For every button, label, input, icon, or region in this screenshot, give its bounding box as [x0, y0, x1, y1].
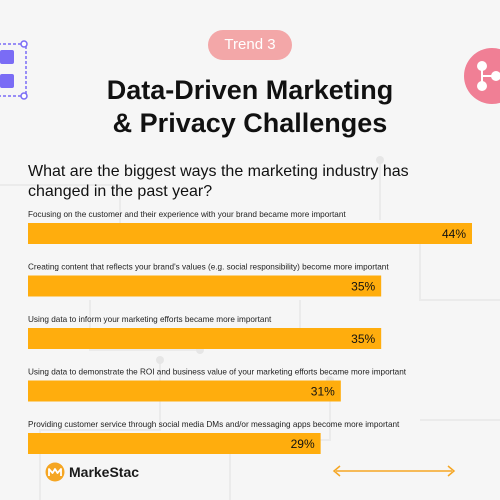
- category-label-4: Using data to demonstrate the ROI and bu…: [28, 368, 407, 377]
- value-label-5: 29%: [291, 437, 315, 451]
- bar-5: [28, 433, 321, 454]
- bar-1: [28, 223, 472, 244]
- page-title-line-2: & Privacy Challenges: [112, 108, 388, 138]
- value-label-2: 35%: [351, 280, 375, 294]
- circuit-decoration-icon: [0, 40, 28, 100]
- category-label-5: Providing customer service through socia…: [28, 420, 400, 429]
- brand-logo-icon: [45, 462, 65, 482]
- double-arrow-icon: [332, 465, 456, 477]
- category-label-3: Using data to inform your marketing effo…: [28, 315, 272, 324]
- trend-badge-label: Trend 3: [224, 36, 276, 53]
- page-title: Data-Driven Marketing & Privacy Challeng…: [0, 74, 500, 140]
- survey-question: What are the biggest ways the marketing …: [28, 163, 409, 200]
- value-label-3: 35%: [351, 332, 375, 346]
- brand-name: MarkeStac: [69, 464, 140, 480]
- trend-badge: Trend 3: [208, 30, 292, 60]
- bar-2: [28, 275, 382, 297]
- value-label-4: 31%: [311, 385, 335, 399]
- bar-4: [28, 380, 341, 402]
- category-label-2: Creating content that reflects your bran…: [28, 263, 389, 272]
- value-label-1: 44%: [442, 227, 466, 241]
- flowchart-decoration-icon: [464, 48, 500, 104]
- category-label-1: Focusing on the customer and their exper…: [28, 210, 346, 219]
- bar-3: [28, 328, 382, 349]
- brand-logo: MarkeStac: [45, 461, 139, 483]
- page-title-line-1: Data-Driven Marketing: [106, 75, 394, 105]
